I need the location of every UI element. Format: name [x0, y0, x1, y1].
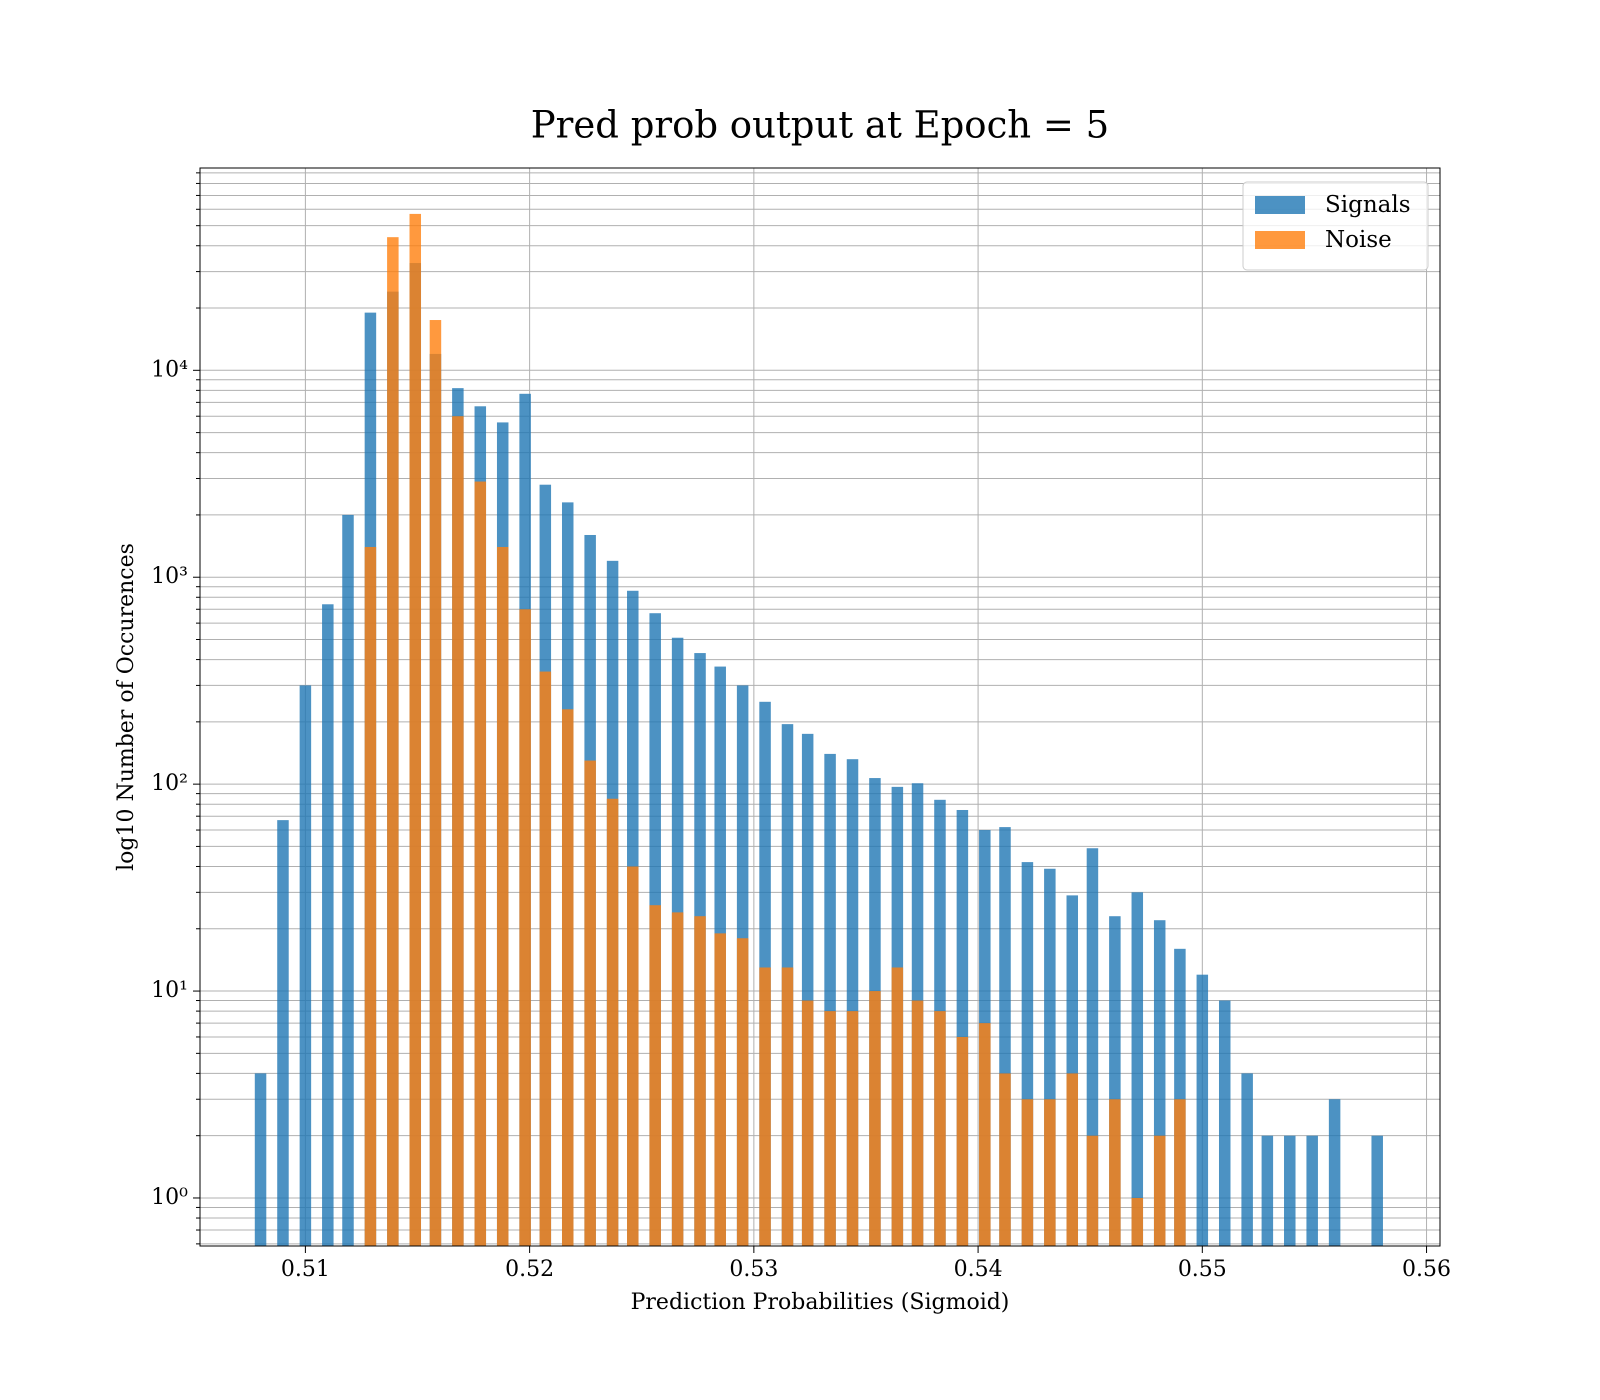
- bar: [1284, 1135, 1296, 1246]
- bar: [1306, 1135, 1318, 1246]
- bar: [1153, 920, 1166, 1246]
- bar: [1174, 948, 1186, 1246]
- x-tick-label: 0.52: [505, 1257, 554, 1282]
- bar: [1044, 868, 1056, 1246]
- bar: [1241, 1073, 1253, 1246]
- bar: [1196, 974, 1209, 1246]
- bar: [584, 760, 596, 1246]
- x-tick-label: 0.53: [729, 1257, 778, 1282]
- bar: [999, 827, 1011, 1246]
- legend-swatch: [1255, 196, 1305, 214]
- bar: [409, 213, 422, 1247]
- bar: [1261, 1135, 1274, 1246]
- x-axis-label: Prediction Probabilities (Sigmoid): [631, 1290, 1010, 1315]
- bar: [1086, 1135, 1099, 1246]
- bar: [1109, 916, 1121, 1246]
- bar: [364, 546, 377, 1246]
- bar: [1044, 1099, 1056, 1246]
- bar: [911, 1000, 924, 1246]
- legend-swatch: [1255, 231, 1305, 249]
- bar: [1153, 1135, 1166, 1246]
- bar: [519, 609, 531, 1246]
- bar: [1021, 862, 1034, 1246]
- bar: [474, 481, 487, 1247]
- bar: [561, 709, 574, 1246]
- bar: [496, 546, 509, 1246]
- bar: [342, 514, 354, 1246]
- y-tick-label: 10⁴: [151, 357, 188, 382]
- y-tick-label: 10¹: [151, 978, 188, 1003]
- bar: [714, 933, 726, 1246]
- bar: [781, 967, 794, 1246]
- bar: [891, 967, 904, 1246]
- bar: [736, 938, 749, 1246]
- bar: [824, 1011, 836, 1246]
- bar: [846, 759, 859, 1246]
- chart-title: Pred prob output at Epoch = 5: [531, 104, 1109, 147]
- bar: [1328, 1099, 1341, 1246]
- bar: [1174, 1099, 1186, 1246]
- legend-label: Signals: [1325, 192, 1411, 218]
- bar: [1066, 1073, 1079, 1246]
- x-tick-label: 0.51: [281, 1257, 330, 1282]
- bar: [254, 1073, 267, 1246]
- bar: [277, 820, 289, 1246]
- bar: [627, 866, 639, 1246]
- x-tick-label: 0.55: [1178, 1257, 1227, 1282]
- bar: [979, 1023, 991, 1246]
- bar: [1371, 1135, 1383, 1246]
- plot-frame: [199, 167, 1441, 1247]
- bar: [759, 967, 771, 1246]
- bar: [846, 1011, 859, 1246]
- bar: [387, 237, 399, 1246]
- bar: [452, 416, 464, 1246]
- bar: [801, 1000, 814, 1246]
- x-tick-label: 0.54: [954, 1257, 1003, 1282]
- bar: [869, 991, 881, 1246]
- bar: [1131, 1197, 1144, 1246]
- bar: [322, 604, 334, 1246]
- bar: [801, 733, 814, 1246]
- bar: [606, 798, 619, 1246]
- x-tick-label: 0.56: [1402, 1257, 1451, 1282]
- bar: [671, 912, 684, 1246]
- bar: [539, 671, 552, 1246]
- bar: [1109, 1099, 1121, 1246]
- bar: [999, 1073, 1011, 1246]
- bar: [956, 809, 969, 1246]
- bar: [1218, 1000, 1231, 1246]
- bar: [299, 685, 312, 1246]
- legend-label: Noise: [1325, 227, 1392, 253]
- bar: [429, 320, 442, 1247]
- y-tick-label: 10⁰: [151, 1185, 188, 1210]
- bar: [649, 905, 661, 1246]
- bar: [956, 1036, 969, 1246]
- y-axis-label: log10 Number of Occurences: [114, 543, 139, 871]
- bar: [1131, 892, 1144, 1246]
- bar: [824, 753, 836, 1246]
- y-tick-label: 10²: [151, 771, 188, 796]
- bar: [694, 916, 706, 1246]
- y-tick-label: 10³: [151, 564, 188, 589]
- bar: [934, 1011, 946, 1246]
- bar: [1021, 1099, 1034, 1246]
- bar: [1086, 848, 1099, 1246]
- bar: [1066, 895, 1079, 1246]
